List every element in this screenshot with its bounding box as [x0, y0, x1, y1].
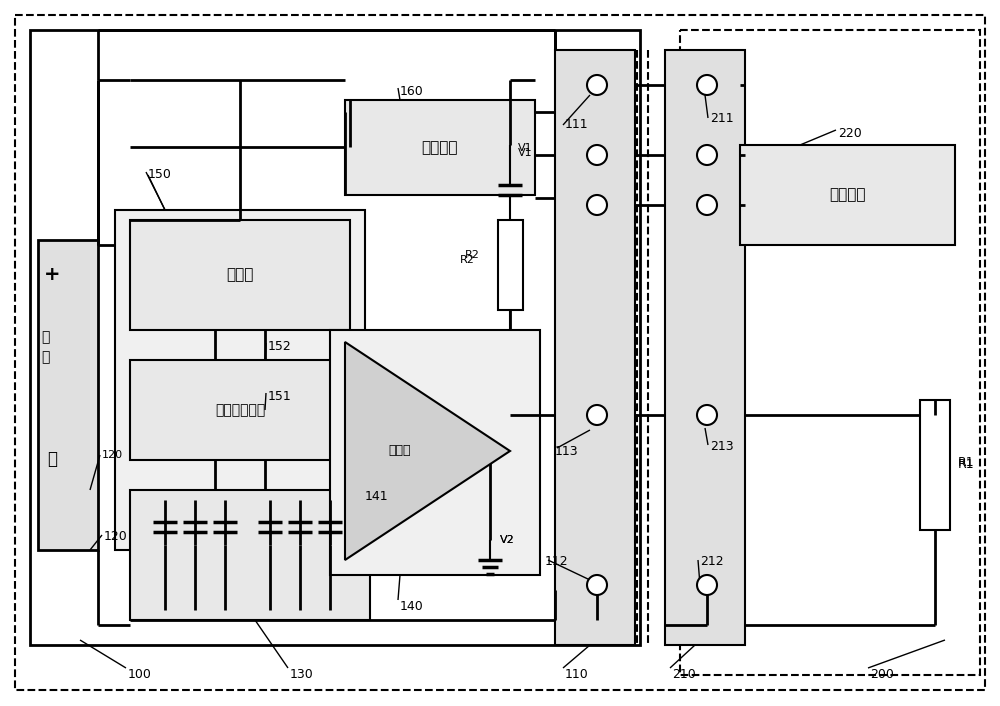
Text: 150: 150 [148, 168, 172, 181]
Bar [330, 330, 540, 575]
Text: 通信模块: 通信模块 [830, 188, 866, 203]
Text: 通信模块: 通信模块 [422, 140, 458, 155]
Text: R1: R1 [958, 455, 975, 469]
Bar [115, 210, 365, 550]
Bar [555, 50, 635, 645]
Text: 141: 141 [365, 490, 389, 503]
Bar [680, 30, 980, 675]
Bar [130, 360, 350, 460]
Text: 111: 111 [565, 118, 589, 131]
Circle shape [697, 75, 717, 95]
Text: 211: 211 [710, 112, 734, 125]
Circle shape [587, 75, 607, 95]
Bar [130, 490, 370, 620]
Circle shape [697, 405, 717, 425]
Text: +: + [44, 265, 60, 284]
Text: 控制器: 控制器 [226, 268, 254, 282]
Text: 100: 100 [128, 668, 152, 681]
Text: 110: 110 [565, 668, 589, 681]
Text: 113: 113 [555, 445, 579, 458]
Text: 芯: 芯 [41, 350, 49, 364]
Text: 210: 210 [672, 668, 696, 681]
Text: 160: 160 [400, 85, 424, 98]
Circle shape [587, 195, 607, 215]
Bar [30, 30, 640, 645]
Text: 220: 220 [838, 127, 862, 140]
Text: 120: 120 [102, 450, 123, 460]
Polygon shape [345, 342, 510, 560]
Text: 120: 120 [104, 530, 128, 543]
Text: V1: V1 [518, 143, 533, 153]
Text: －: － [47, 450, 57, 468]
Text: 开关控制电路: 开关控制电路 [215, 403, 265, 417]
Text: V2: V2 [500, 535, 515, 545]
Text: 130: 130 [290, 668, 314, 681]
Circle shape [697, 145, 717, 165]
Text: 213: 213 [710, 440, 734, 453]
Text: R1: R1 [958, 458, 975, 471]
Text: R2: R2 [465, 250, 480, 260]
Text: V2: V2 [500, 535, 515, 545]
Text: 200: 200 [870, 668, 894, 681]
Text: 电: 电 [41, 330, 49, 344]
Text: 140: 140 [400, 600, 424, 613]
Circle shape [587, 145, 607, 165]
Text: 比较器: 比较器 [389, 445, 411, 457]
Bar [740, 145, 955, 245]
Circle shape [697, 195, 717, 215]
Bar [38, 240, 98, 550]
Bar [498, 220, 523, 310]
Bar [345, 100, 535, 195]
Text: 152: 152 [268, 340, 292, 353]
Circle shape [697, 575, 717, 595]
Circle shape [587, 405, 607, 425]
Bar [920, 400, 950, 530]
Text: V1: V1 [518, 148, 533, 158]
Bar [130, 220, 350, 330]
Text: R2: R2 [460, 255, 475, 265]
Bar [665, 50, 745, 645]
Circle shape [587, 575, 607, 595]
Text: 112: 112 [545, 555, 569, 568]
Text: 151: 151 [268, 390, 292, 403]
Text: 212: 212 [700, 555, 724, 568]
